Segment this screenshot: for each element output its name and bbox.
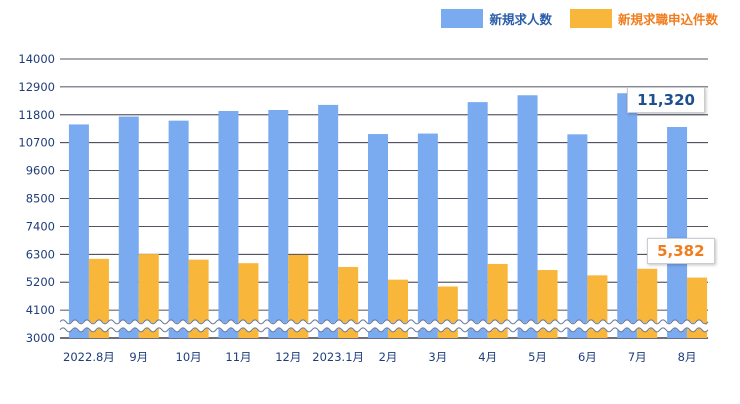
bar-new-jobs xyxy=(567,134,588,338)
axis-break-line-upper xyxy=(59,319,709,325)
y-tick-label: 10700 xyxy=(18,136,55,150)
legend-label-new-jobs: 新規求人数 xyxy=(489,12,552,27)
bar-applications xyxy=(138,254,159,338)
bar-new-jobs xyxy=(517,95,538,339)
legend-item-applications: 新規求職申込件数 xyxy=(569,9,718,28)
bar-applications xyxy=(88,258,109,338)
y-tick-label: 14000 xyxy=(18,52,55,66)
x-tick-label: 10月 xyxy=(176,350,202,364)
bar-new-jobs xyxy=(417,133,438,338)
y-tick-label: 7400 xyxy=(26,219,55,233)
x-tick-label: 8月 xyxy=(678,350,697,364)
x-tick-label: 11月 xyxy=(225,350,251,364)
callout-applications-latest: 5,382 xyxy=(647,237,715,264)
y-tick-label: 9600 xyxy=(26,164,55,178)
x-tick-label: 7月 xyxy=(628,350,647,364)
bar-applications xyxy=(238,263,259,338)
y-tick-label: 11800 xyxy=(18,108,55,122)
y-tick-label: 4100 xyxy=(26,303,55,317)
bar-applications xyxy=(188,259,209,338)
x-tick-label: 6月 xyxy=(578,350,597,364)
callout-new-jobs-latest: 11,320 xyxy=(627,86,705,113)
y-tick-label: 6300 xyxy=(26,247,55,261)
bar-new-jobs xyxy=(318,104,339,339)
x-tick-label: 2022.8月 xyxy=(63,350,115,364)
bar-new-jobs xyxy=(467,102,488,338)
axis-break-band xyxy=(57,320,711,332)
bar-applications xyxy=(487,263,508,338)
legend-item-new-jobs: 新規求人数 xyxy=(441,9,552,28)
x-tick-label: 2023.1月 xyxy=(312,350,364,364)
axis-break-line-lower xyxy=(59,327,709,333)
y-tick-label: 3000 xyxy=(26,331,55,345)
bar-new-jobs xyxy=(268,109,289,338)
bar-new-jobs xyxy=(168,120,189,338)
bar-new-jobs xyxy=(368,134,388,338)
x-tick-label: 12月 xyxy=(275,350,301,364)
x-tick-label: 2月 xyxy=(379,350,398,364)
bar-new-jobs xyxy=(218,110,239,338)
y-tick-label: 5200 xyxy=(26,275,55,289)
y-tick-label: 12900 xyxy=(18,80,55,94)
bar-new-jobs xyxy=(667,126,688,338)
legend-label-applications: 新規求職申込件数 xyxy=(617,12,718,27)
x-tick-label: 9月 xyxy=(129,350,148,364)
y-tick-label: 8500 xyxy=(26,192,55,206)
legend-swatch-new-jobs xyxy=(441,9,484,28)
x-tick-label: 5月 xyxy=(528,350,547,364)
x-tick-label: 3月 xyxy=(428,350,447,364)
legend-swatch-applications xyxy=(569,9,612,28)
legend: 新規求人数 新規求職申込件数 xyxy=(441,9,718,28)
bar-new-jobs xyxy=(617,93,638,338)
bar-new-jobs xyxy=(68,124,89,339)
bar-new-jobs xyxy=(118,116,139,338)
x-tick-label: 4月 xyxy=(478,350,497,364)
bar-applications xyxy=(288,254,309,338)
